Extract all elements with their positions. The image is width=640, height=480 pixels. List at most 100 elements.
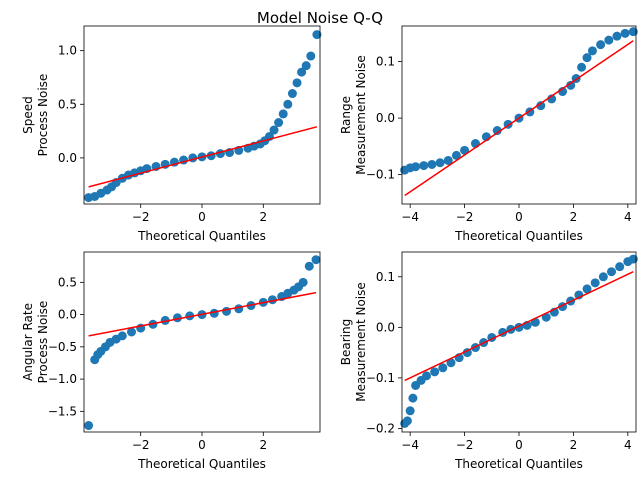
y-axis-label-line: Angular Rate <box>21 303 35 381</box>
y-tick-label: 0.1 <box>376 270 395 284</box>
data-point <box>222 306 232 316</box>
x-tick-label: 2 <box>570 438 578 452</box>
data-point <box>160 315 170 325</box>
x-axis-label: Theoretical Quantiles <box>137 457 266 471</box>
data-point <box>492 126 502 136</box>
y-axis-label-line: Process Noise <box>36 74 50 157</box>
data-point <box>590 278 600 288</box>
y-tick-label: 0.1 <box>376 55 395 69</box>
x-axis-label: Theoretical Quantiles <box>137 229 266 243</box>
data-point <box>582 53 592 63</box>
data-point <box>451 150 461 160</box>
data-point <box>628 27 638 37</box>
y-tick-label: 0.5 <box>58 97 77 111</box>
x-tick-label: −2 <box>456 438 474 452</box>
data-point <box>587 46 597 56</box>
x-tick-label: 4 <box>624 210 632 224</box>
y-tick-label: 0.0 <box>376 111 395 125</box>
data-point <box>278 109 288 119</box>
y-axis-label: SpeedProcess Noise <box>21 74 50 157</box>
qq-panel-range: −4 −2 0 2 4 −0.1 0.0 0.1 Theoretical Quantiles Ra… <box>339 25 638 243</box>
data-point <box>615 262 625 272</box>
data-point <box>430 367 440 377</box>
data-point <box>312 30 322 40</box>
data-point <box>438 363 448 373</box>
y-tick-label: −0.1 <box>366 371 395 385</box>
data-point <box>604 35 614 45</box>
data-point <box>582 284 592 294</box>
data-point <box>304 261 314 271</box>
data-point <box>402 416 412 426</box>
data-point <box>435 158 445 168</box>
y-axis-label: RangeMeasurement Noise <box>339 55 368 174</box>
y-tick-label: −1.5 <box>48 404 77 418</box>
data-point <box>427 159 437 169</box>
data-point <box>421 371 431 381</box>
y-axis-label-line: Bearing <box>339 319 353 365</box>
data-point <box>292 78 302 88</box>
y-tick-label: 0.0 <box>58 151 77 165</box>
data-point <box>298 277 308 287</box>
x-tick-label: −4 <box>401 438 419 452</box>
y-tick-label: 0.0 <box>58 308 77 322</box>
data-point <box>443 155 453 165</box>
data-point <box>287 89 297 99</box>
data-point <box>411 162 421 172</box>
data-point <box>419 161 429 171</box>
data-point <box>297 67 307 77</box>
data-point <box>566 80 576 90</box>
y-tick-label: −0.2 <box>366 421 395 435</box>
x-tick-label: 0 <box>198 438 206 452</box>
x-tick-label: −2 <box>132 438 150 452</box>
reference-line <box>88 126 318 188</box>
y-axis-label-line: Measurement Noise <box>354 55 368 174</box>
y-tick-label: 1.0 <box>58 44 77 58</box>
y-axis-label: Angular RateProcess Noise <box>21 301 50 384</box>
data-point <box>311 255 321 265</box>
data-point <box>84 421 94 431</box>
reference-line <box>404 40 634 197</box>
data-point <box>536 101 546 111</box>
data-point <box>577 62 587 72</box>
data-point <box>628 254 638 264</box>
x-tick-label: 2 <box>259 210 267 224</box>
data-point <box>301 61 311 71</box>
y-tick-label: 0.5 <box>58 275 77 289</box>
data-point <box>117 331 127 341</box>
y-tick-label: −1.0 <box>48 372 77 386</box>
qq-panel-bearing: −4 −2 0 2 4 −0.2 −0.1 0.0 0.1 Theoretical Quantil… <box>339 251 638 471</box>
data-point <box>607 267 617 277</box>
data-point <box>306 51 316 61</box>
y-tick-label: −0.5 <box>48 340 77 354</box>
x-tick-label: −2 <box>132 210 150 224</box>
figure-title: Model Noise Q-Q <box>257 9 383 27</box>
data-point <box>269 125 279 135</box>
qq-panel-angular-rate: −2 0 2 −1.5 −1.0 −0.5 0.0 0.5 Theoretical Quanti… <box>21 251 321 471</box>
qq-panel-speed: −2 0 2 0.0 0.5 1.0 Theoretical Quantiles SpeedP… <box>21 25 322 243</box>
y-tick-label: 0.0 <box>376 320 395 334</box>
data-point <box>596 40 606 50</box>
data-point <box>405 406 415 416</box>
data-point <box>274 118 284 128</box>
y-axis-label-line: Measurement Noise <box>354 282 368 401</box>
reference-line <box>404 271 634 382</box>
x-tick-label: 0 <box>198 210 206 224</box>
data-point <box>408 393 418 403</box>
x-tick-label: −4 <box>401 210 419 224</box>
data-point <box>598 272 608 282</box>
x-tick-label: 0 <box>515 438 523 452</box>
data-point <box>620 28 630 38</box>
y-tick-label: −0.1 <box>366 168 395 182</box>
y-axis-label-line: Range <box>339 96 353 134</box>
x-tick-label: 4 <box>624 438 632 452</box>
y-axis-label-line: Process Noise <box>36 301 50 384</box>
data-point <box>446 358 456 368</box>
data-point <box>283 99 293 109</box>
x-tick-label: 2 <box>259 438 267 452</box>
reference-line <box>88 291 317 337</box>
x-axis-label: Theoretical Quantiles <box>454 229 583 243</box>
x-tick-label: 0 <box>515 210 523 224</box>
x-axis-label: Theoretical Quantiles <box>454 457 583 471</box>
x-tick-label: −2 <box>456 210 474 224</box>
